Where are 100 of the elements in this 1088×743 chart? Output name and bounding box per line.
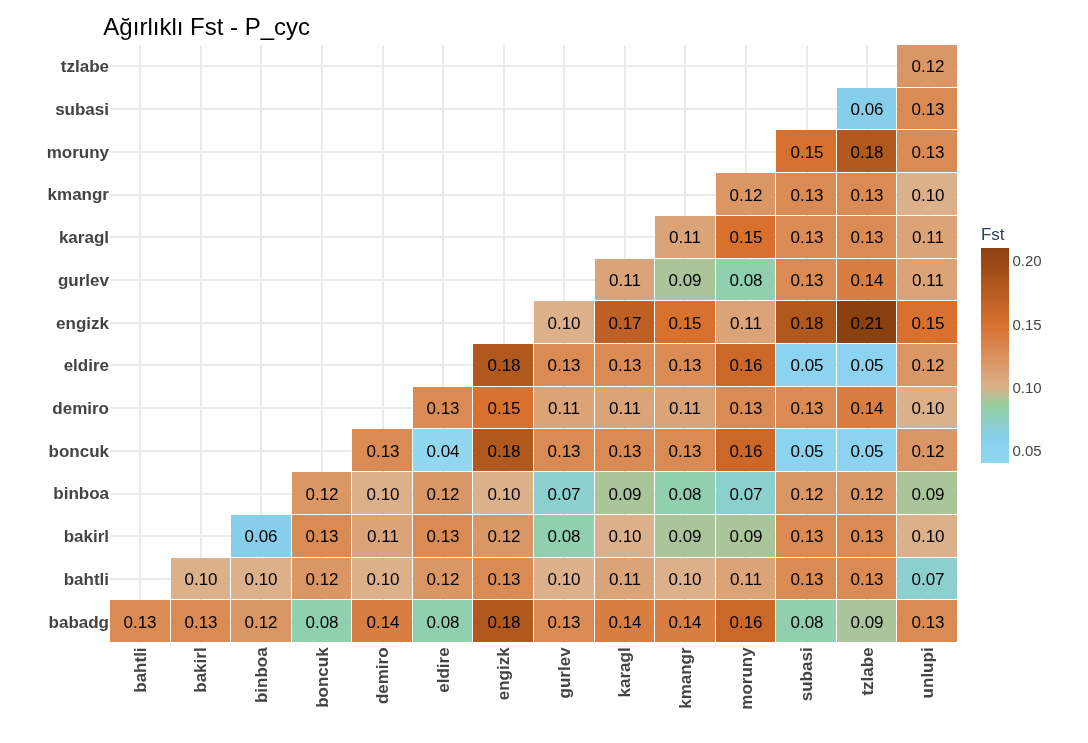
x-tick-label: bakirl <box>191 647 211 693</box>
data-label: 0.12 <box>790 484 824 504</box>
data-label: 0.11 <box>912 227 944 247</box>
data-label: 0.13 <box>729 398 763 418</box>
data-label: 0.21 <box>850 313 884 333</box>
data-label: 0.10 <box>547 313 581 333</box>
data-label: 0.13 <box>850 185 884 205</box>
data-label: 0.13 <box>668 355 702 375</box>
data-label: 0.14 <box>850 270 884 290</box>
data-label: 0.18 <box>487 612 521 632</box>
x-tick-label: unlupi <box>918 647 938 699</box>
y-tick-label: bahtli <box>63 569 109 589</box>
data-label: 0.07 <box>729 484 763 504</box>
data-label: 0.11 <box>912 270 944 290</box>
data-label: 0.06 <box>244 526 278 546</box>
data-label: 0.13 <box>790 569 824 589</box>
data-label: 0.10 <box>366 484 400 504</box>
data-label: 0.11 <box>669 227 701 247</box>
y-tick-label: demiro <box>52 399 109 419</box>
x-tick-label: gurlev <box>554 646 574 699</box>
color-bar-title: Fst <box>980 225 1005 245</box>
data-label: 0.10 <box>911 185 945 205</box>
y-tick-label: subasi <box>55 100 109 120</box>
data-label: 0.11 <box>367 526 399 546</box>
data-label: 0.13 <box>790 270 824 290</box>
x-tick-label: binboa <box>251 646 271 704</box>
data-label: 0.12 <box>305 569 339 589</box>
data-label: 0.12 <box>487 526 521 546</box>
data-label: 0.13 <box>366 441 400 461</box>
color-bar-label: 0.05 <box>1012 442 1042 460</box>
data-label: 0.14 <box>366 612 400 632</box>
data-label: 0.14 <box>668 612 702 632</box>
x-tick-label: boncuk <box>312 646 332 708</box>
data-label: 0.14 <box>850 398 884 418</box>
data-label: 0.13 <box>850 569 884 589</box>
x-tick-label: eldire <box>433 647 453 693</box>
data-label: 0.13 <box>911 612 945 632</box>
data-label: 0.10 <box>184 569 218 589</box>
x-tick-label: demiro <box>373 647 393 705</box>
data-label: 0.07 <box>547 484 581 504</box>
data-label: 0.11 <box>669 398 701 418</box>
data-label: 0.08 <box>790 612 824 632</box>
data-label: 0.10 <box>244 569 278 589</box>
data-label: 0.13 <box>547 612 581 632</box>
data-label: 0.08 <box>729 270 763 290</box>
data-label: 0.18 <box>487 441 521 461</box>
y-tick-label: moruny <box>46 142 110 162</box>
data-label: 0.06 <box>850 99 884 119</box>
y-tick-label: gurlev <box>57 270 110 290</box>
data-label: 0.12 <box>911 56 945 76</box>
y-tick-label: eldire <box>63 356 109 376</box>
data-label: 0.11 <box>609 569 641 589</box>
y-tick-label: bakirl <box>63 527 109 547</box>
data-label: 0.09 <box>668 526 702 546</box>
data-label: 0.13 <box>305 526 339 546</box>
x-tick-label: bahtli <box>130 647 150 693</box>
color-bar-label: 0.10 <box>1012 378 1042 396</box>
data-label: 0.11 <box>609 270 641 290</box>
data-label: 0.09 <box>668 270 702 290</box>
data-label: 0.09 <box>729 526 763 546</box>
data-label: 0.13 <box>426 398 460 418</box>
y-tick-label: binboa <box>53 484 110 504</box>
data-label: 0.12 <box>305 484 339 504</box>
data-label: 0.05 <box>850 355 884 375</box>
data-label: 0.12 <box>244 612 278 632</box>
data-label: 0.11 <box>609 398 641 418</box>
data-label: 0.12 <box>426 569 460 589</box>
x-tick-label: kmangr <box>675 647 695 709</box>
data-label: 0.15 <box>668 313 702 333</box>
data-label: 0.08 <box>547 526 581 546</box>
data-label: 0.08 <box>426 612 460 632</box>
data-label: 0.13 <box>850 526 884 546</box>
data-label: 0.12 <box>911 441 945 461</box>
data-label: 0.13 <box>608 355 642 375</box>
x-tick-label: subasi <box>797 647 817 702</box>
data-label: 0.13 <box>668 441 702 461</box>
data-label: 0.07 <box>911 569 945 589</box>
y-tick-label: karagl <box>58 228 109 248</box>
data-label: 0.09 <box>608 484 642 504</box>
data-label: 0.11 <box>730 313 762 333</box>
data-label: 0.15 <box>911 313 945 333</box>
data-label: 0.13 <box>790 185 824 205</box>
data-label: 0.10 <box>668 569 702 589</box>
data-label: 0.05 <box>850 441 884 461</box>
data-label: 0.13 <box>790 526 824 546</box>
data-label: 0.16 <box>729 355 763 375</box>
data-label: 0.15 <box>487 398 521 418</box>
data-label: 0.13 <box>547 441 581 461</box>
data-label: 0.12 <box>911 355 945 375</box>
y-tick-label: babadg <box>48 612 109 632</box>
data-label: 0.08 <box>668 484 702 504</box>
data-label: 0.14 <box>608 612 642 632</box>
x-tick-label: moruny <box>736 646 756 710</box>
y-tick-label: kmangr <box>47 185 110 205</box>
data-label: 0.17 <box>608 313 642 333</box>
chart-title: Ağırlıklı Fst - P_cyc <box>103 13 311 41</box>
data-label: 0.05 <box>790 355 824 375</box>
data-label: 0.12 <box>729 185 763 205</box>
data-label: 0.05 <box>790 441 824 461</box>
data-label: 0.11 <box>548 398 580 418</box>
